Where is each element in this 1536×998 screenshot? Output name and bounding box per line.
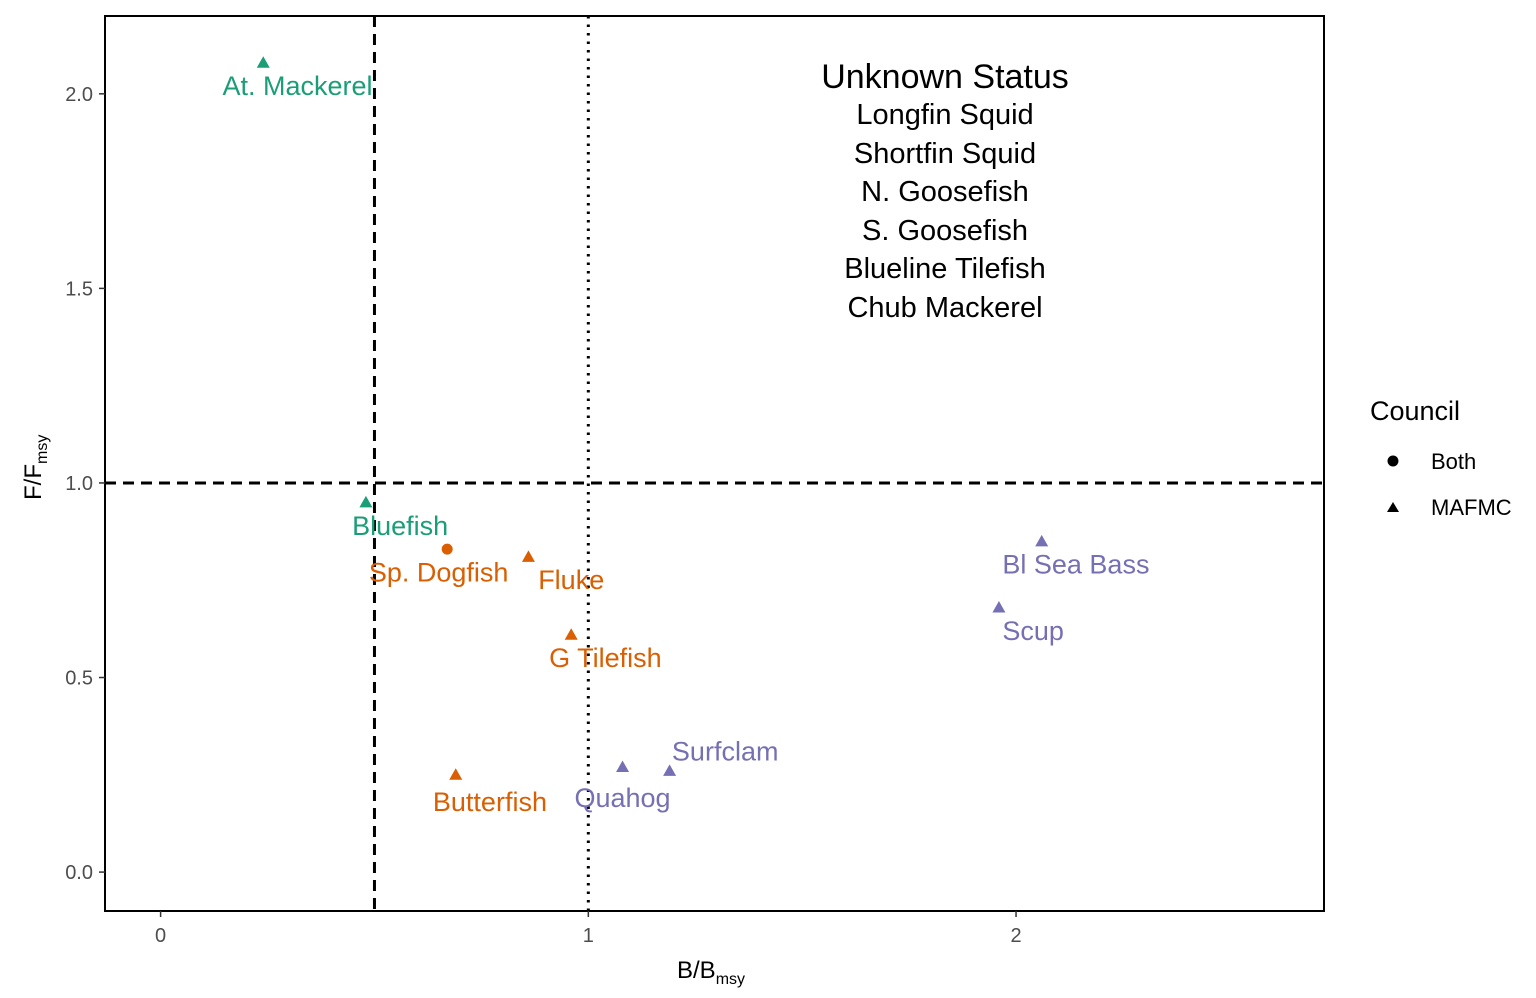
x-tick-label: 2 bbox=[1010, 925, 1021, 947]
point-label-surfclam: Surfclam bbox=[672, 736, 779, 766]
plot-panel-border bbox=[104, 15, 1325, 912]
point-label-quahog: Quahog bbox=[574, 783, 670, 813]
point-label-at-mackerel: At. Mackerel bbox=[222, 71, 372, 101]
x-axis-title-main: B/B bbox=[677, 957, 716, 984]
unknown-status-annotation: Unknown Status Longfin Squid Shortfin Sq… bbox=[821, 58, 1069, 324]
point-labels: At. Mackerel Bluefish Sp. Dogfish Fluke G Ti… bbox=[222, 71, 1149, 817]
point-label-g-tilefish: G Tilefish bbox=[549, 643, 662, 673]
point-bl-sea-bass bbox=[1035, 534, 1049, 547]
unknown-status-item: N. Goosefish bbox=[861, 176, 1029, 208]
x-axis-title: B/Bmsy bbox=[677, 957, 745, 988]
legend-label-mafmc: MAFMC bbox=[1431, 495, 1512, 520]
axis-ticks: 0 1 2 0.0 0.5 1.0 1.5 2.0 bbox=[65, 84, 1021, 947]
legend-triangle-icon bbox=[1387, 502, 1399, 512]
point-at-mackerel bbox=[256, 56, 270, 68]
point-bluefish bbox=[359, 495, 373, 508]
legend: Council Both MAFMC bbox=[1370, 396, 1512, 520]
point-surfclam bbox=[663, 764, 677, 776]
y-tick-label: 1.0 bbox=[65, 473, 93, 495]
y-tick-label: 2.0 bbox=[65, 84, 93, 106]
point-g-tilefish bbox=[564, 628, 578, 640]
point-label-scup: Scup bbox=[1002, 616, 1064, 646]
point-label-sp-dogfish: Sp. Dogfish bbox=[369, 557, 509, 587]
data-points bbox=[256, 56, 1049, 780]
legend-label-both: Both bbox=[1431, 449, 1476, 474]
unknown-status-item: S. Goosefish bbox=[862, 215, 1028, 247]
y-tick-label: 1.5 bbox=[65, 278, 93, 300]
point-butterfish bbox=[449, 768, 463, 780]
point-label-fluke: Fluke bbox=[538, 565, 604, 595]
unknown-status-item: Longfin Squid bbox=[856, 99, 1033, 131]
point-label-bluefish: Bluefish bbox=[352, 511, 448, 541]
y-axis-title: F/Fmsy bbox=[20, 435, 51, 500]
unknown-status-title: Unknown Status bbox=[821, 58, 1069, 96]
y-tick-label: 0.5 bbox=[65, 668, 93, 690]
point-scup bbox=[992, 600, 1006, 613]
x-axis-title-sub: msy bbox=[716, 971, 745, 988]
reference-lines bbox=[105, 16, 1324, 911]
point-fluke bbox=[521, 550, 535, 562]
unknown-status-item: Blueline Tilefish bbox=[844, 253, 1046, 285]
point-sp-dogfish bbox=[441, 543, 453, 555]
legend-circle-icon bbox=[1387, 455, 1399, 467]
point-label-bl-sea-bass: Bl Sea Bass bbox=[1002, 550, 1149, 580]
y-axis-title-main: F/F bbox=[20, 464, 47, 500]
y-tick-label: 0.0 bbox=[65, 862, 93, 884]
x-tick-label: 0 bbox=[155, 925, 166, 947]
point-label-butterfish: Butterfish bbox=[433, 787, 547, 817]
unknown-status-item: Shortfin Squid bbox=[854, 138, 1036, 170]
unknown-status-item: Chub Mackerel bbox=[847, 292, 1042, 324]
point-quahog bbox=[616, 760, 630, 773]
x-tick-label: 1 bbox=[583, 925, 594, 947]
y-axis-title-sub: msy bbox=[34, 435, 51, 464]
legend-title: Council bbox=[1370, 396, 1460, 426]
